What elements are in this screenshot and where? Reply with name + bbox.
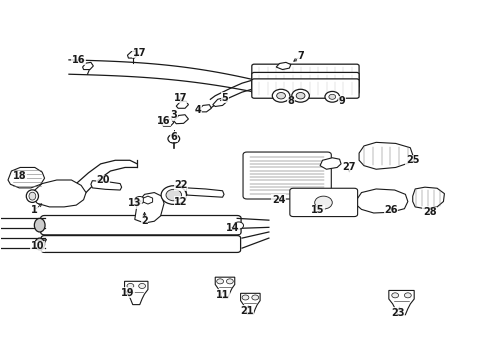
Polygon shape: [198, 105, 211, 112]
Circle shape: [276, 93, 285, 99]
Text: 15: 15: [310, 206, 324, 216]
Text: 18: 18: [13, 171, 27, 181]
Polygon shape: [358, 142, 412, 169]
Ellipse shape: [26, 190, 39, 202]
Text: 11: 11: [215, 290, 229, 300]
Polygon shape: [215, 277, 234, 298]
FancyBboxPatch shape: [251, 72, 358, 94]
Polygon shape: [124, 281, 148, 305]
Circle shape: [135, 197, 144, 204]
Circle shape: [233, 222, 243, 229]
Polygon shape: [320, 158, 340, 169]
FancyBboxPatch shape: [251, 64, 358, 88]
Text: 21: 21: [240, 306, 253, 316]
Polygon shape: [127, 51, 138, 58]
Text: 2: 2: [141, 216, 147, 226]
Polygon shape: [8, 167, 44, 188]
Circle shape: [165, 189, 181, 201]
Circle shape: [314, 196, 331, 209]
Text: 25: 25: [405, 155, 419, 165]
Text: 16: 16: [72, 55, 85, 65]
Polygon shape: [176, 101, 188, 108]
Polygon shape: [91, 181, 122, 190]
Text: 7: 7: [297, 51, 304, 61]
Circle shape: [251, 295, 258, 300]
Circle shape: [127, 283, 134, 288]
Ellipse shape: [29, 192, 36, 200]
Polygon shape: [185, 188, 224, 197]
Ellipse shape: [35, 238, 44, 250]
Polygon shape: [388, 291, 413, 315]
Polygon shape: [161, 119, 173, 126]
Text: 17: 17: [133, 48, 146, 58]
Circle shape: [404, 293, 410, 298]
FancyBboxPatch shape: [243, 152, 330, 199]
Polygon shape: [30, 180, 86, 207]
Polygon shape: [356, 189, 407, 213]
Text: 16: 16: [157, 116, 170, 126]
Text: 20: 20: [96, 175, 110, 185]
Circle shape: [226, 279, 233, 284]
Ellipse shape: [34, 219, 45, 232]
Circle shape: [272, 89, 289, 102]
Text: 22: 22: [174, 180, 187, 190]
Text: 26: 26: [383, 206, 397, 216]
Text: 5: 5: [221, 93, 228, 103]
Polygon shape: [135, 193, 163, 223]
FancyBboxPatch shape: [289, 188, 357, 217]
Text: 27: 27: [342, 162, 355, 172]
FancyBboxPatch shape: [41, 216, 241, 235]
Text: 10: 10: [30, 241, 44, 251]
Circle shape: [296, 93, 305, 99]
Text: 17: 17: [174, 93, 187, 103]
Circle shape: [242, 295, 248, 300]
FancyBboxPatch shape: [251, 79, 358, 98]
Polygon shape: [240, 293, 260, 314]
Circle shape: [161, 186, 186, 204]
Text: 6: 6: [170, 132, 177, 142]
Text: 24: 24: [271, 195, 285, 205]
Circle shape: [216, 279, 223, 284]
Text: 28: 28: [422, 207, 436, 217]
Polygon shape: [276, 62, 290, 69]
Text: 14: 14: [225, 224, 239, 233]
Text: 23: 23: [390, 308, 404, 318]
Text: 3: 3: [170, 111, 177, 121]
Circle shape: [139, 283, 145, 288]
Circle shape: [325, 91, 339, 102]
Polygon shape: [412, 187, 444, 209]
Text: 1: 1: [30, 206, 37, 216]
Text: 4: 4: [194, 105, 201, 115]
Circle shape: [391, 293, 398, 298]
Text: 9: 9: [338, 96, 345, 106]
Polygon shape: [82, 62, 93, 69]
Text: 12: 12: [174, 197, 187, 207]
Circle shape: [291, 89, 309, 102]
Circle shape: [167, 134, 179, 143]
Text: 19: 19: [121, 288, 134, 298]
Circle shape: [328, 94, 335, 99]
Polygon shape: [212, 98, 227, 107]
Text: 8: 8: [287, 96, 294, 106]
Polygon shape: [173, 115, 188, 124]
Text: 13: 13: [128, 198, 141, 208]
FancyBboxPatch shape: [41, 235, 240, 252]
